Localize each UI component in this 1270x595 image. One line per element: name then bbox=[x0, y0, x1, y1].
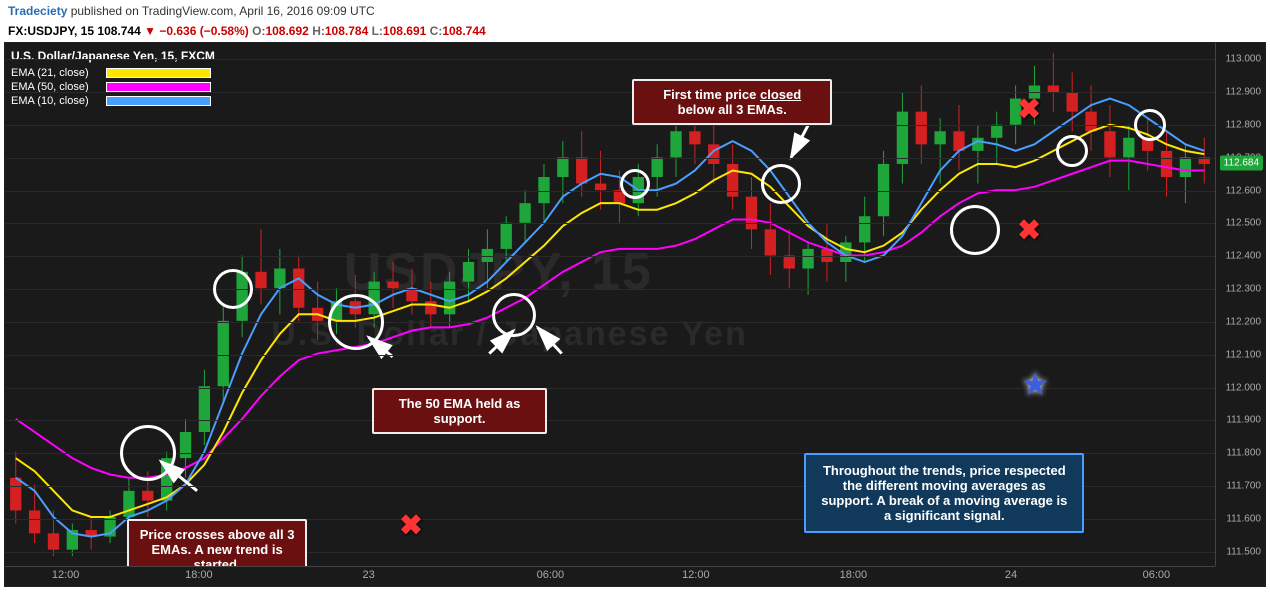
x-mark-icon: ✖ bbox=[399, 509, 422, 542]
y-tick-label: 112.200 bbox=[1226, 316, 1261, 327]
x-tick-label: 23 bbox=[362, 569, 374, 581]
ticker-arrow: ▼ bbox=[144, 24, 156, 38]
highlight-circle bbox=[950, 205, 1000, 255]
y-tick-label: 113.000 bbox=[1226, 54, 1261, 65]
y-tick-label: 111.900 bbox=[1226, 415, 1261, 426]
y-tick-label: 111.500 bbox=[1226, 546, 1261, 557]
y-axis: 111.500 111.600 111.700 111.800 111.900 112.0… bbox=[1215, 43, 1265, 566]
y-tick-label: 112.400 bbox=[1226, 251, 1261, 262]
x-tick-label: 18:00 bbox=[185, 569, 213, 581]
annotation-callout: First time price closed below all 3 EMAs… bbox=[632, 79, 832, 125]
x-axis: 12:00 18:00 23 06:00 12:00 18:00 24 06:00 bbox=[5, 566, 1215, 586]
x-tick-label: 24 bbox=[1005, 569, 1017, 581]
legend-row: EMA (50, close) bbox=[11, 81, 215, 93]
publish-header: Tradeciety published on TradingView.com,… bbox=[0, 0, 1270, 22]
highlight-circle bbox=[492, 293, 536, 337]
legend-row: EMA (10, close) bbox=[11, 95, 215, 107]
highlight-circle bbox=[1056, 135, 1088, 167]
last-price-tag: 112.684 bbox=[1220, 156, 1263, 171]
x-tick-label: 12:00 bbox=[682, 569, 710, 581]
y-tick-label: 112.900 bbox=[1226, 87, 1261, 98]
y-tick-label: 112.100 bbox=[1226, 349, 1261, 360]
highlight-circle bbox=[620, 169, 650, 199]
chart-plot[interactable]: USDJPY, 15 U.S. Dollar / Japanese Yen U.… bbox=[5, 43, 1215, 566]
annotation-callout: The 50 EMA held as support. bbox=[372, 388, 547, 434]
watermark-symbol: USDJPY, 15 bbox=[344, 242, 653, 302]
y-tick-label: 111.600 bbox=[1226, 513, 1261, 524]
x-tick-label: 06:00 bbox=[537, 569, 565, 581]
legend-row: EMA (21, close) bbox=[11, 67, 215, 79]
x-mark-icon: ✖ bbox=[1017, 214, 1040, 247]
ticker-price: 108.744 bbox=[97, 24, 140, 38]
ticker-change: −0.636 (−0.58%) bbox=[159, 24, 248, 38]
x-tick-label: 12:00 bbox=[52, 569, 80, 581]
ticker-bar: FX:USDJPY, 15 108.744 ▼ −0.636 (−0.58%) … bbox=[0, 22, 1270, 42]
star-icon: ★ bbox=[1021, 365, 1050, 403]
chart-container[interactable]: USDJPY, 15 U.S. Dollar / Japanese Yen U.… bbox=[4, 42, 1266, 587]
chart-legend: U.S. Dollar/Japanese Yen, 15, FXCM EMA (… bbox=[11, 49, 215, 109]
y-tick-label: 112.800 bbox=[1226, 120, 1261, 131]
x-mark-icon: ✖ bbox=[1017, 92, 1040, 125]
y-tick-label: 112.500 bbox=[1226, 218, 1261, 229]
highlight-circle bbox=[761, 164, 801, 204]
y-tick-label: 112.300 bbox=[1226, 284, 1261, 295]
y-tick-label: 112.600 bbox=[1226, 185, 1261, 196]
publisher-link[interactable]: Tradeciety bbox=[8, 4, 67, 18]
y-tick-label: 111.700 bbox=[1226, 480, 1261, 491]
annotation-summary: Throughout the trends, price respected t… bbox=[804, 453, 1084, 533]
x-tick-label: 18:00 bbox=[840, 569, 868, 581]
chart-title: U.S. Dollar/Japanese Yen, 15, FXCM bbox=[11, 49, 215, 63]
watermark-name: U.S. Dollar / Japanese Yen bbox=[271, 315, 748, 354]
y-tick-label: 111.800 bbox=[1226, 448, 1261, 459]
y-tick-label: 112.000 bbox=[1226, 382, 1261, 393]
x-tick-label: 06:00 bbox=[1143, 569, 1171, 581]
ticker-symbol: FX:USDJPY, 15 bbox=[8, 24, 94, 38]
